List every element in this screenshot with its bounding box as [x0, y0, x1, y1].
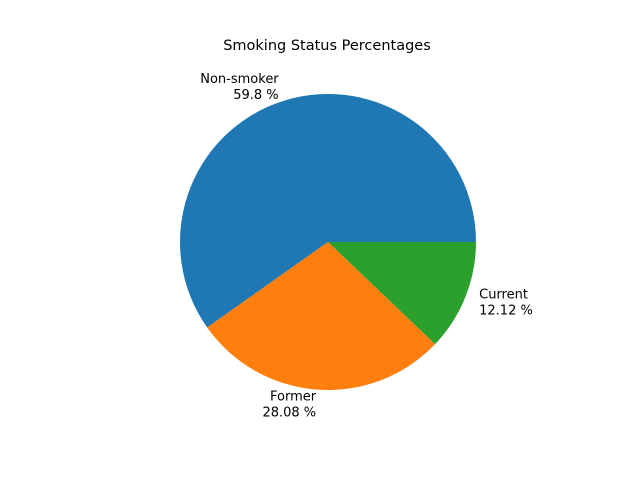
pie-labels: Non-smoker 59.8 % Former 28.08 % Current 12.1…: [200, 72, 533, 421]
pie-slices: [180, 94, 476, 390]
slice-value-label: 12.12 %: [479, 304, 533, 319]
slice-label-non-smoker: Non-smoker 59.8 %: [200, 72, 279, 103]
slice-category-label: Former: [270, 389, 317, 404]
chart-title: Smoking Status Percentages: [223, 38, 431, 54]
slice-category-label: Non-smoker: [200, 72, 279, 87]
pie-slice-current: [328, 242, 476, 345]
slice-value-label: 28.08 %: [262, 405, 316, 420]
slice-category-label: Current: [479, 288, 528, 303]
pie-slice-former: [207, 242, 436, 390]
slice-label-current: Current 12.12 %: [479, 288, 533, 319]
slice-value-label: 59.8 %: [233, 88, 278, 103]
pie-slice-non-smoker: [180, 94, 476, 328]
slice-label-former: Former 28.08 %: [262, 389, 316, 420]
